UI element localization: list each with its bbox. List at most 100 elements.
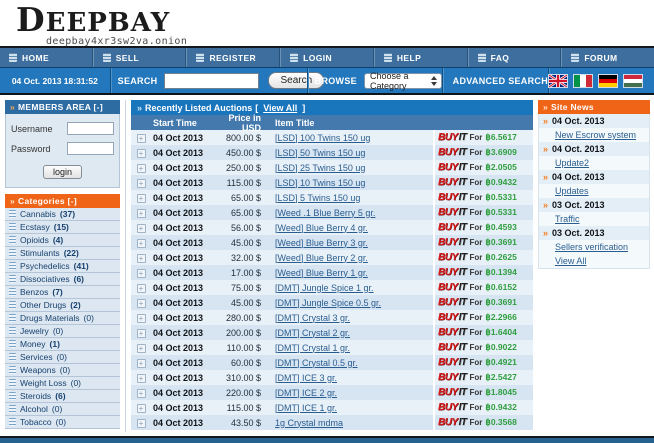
buy-it-button[interactable]: BUYIT (438, 342, 467, 353)
site-logo[interactable]: DEEPBAY (16, 0, 171, 39)
item-title-link[interactable]: [LSD] 50 Twins 150 ug (275, 147, 366, 158)
item-title-link[interactable]: [DMT] Crystal 3 gr. (275, 312, 351, 323)
expand-icon[interactable] (136, 133, 146, 143)
buy-it-button[interactable]: BUYIT (438, 357, 467, 368)
buy-it-button[interactable]: BUYIT (438, 417, 467, 428)
category-item[interactable]: Services (0) (5, 351, 120, 364)
item-title-link[interactable]: [DMT] Crystal 0.5 gr. (275, 357, 358, 368)
nav-item[interactable]: FORUM (561, 48, 654, 67)
expand-icon[interactable] (136, 418, 146, 428)
item-title-link[interactable]: [Weed] Blue Berry 1 gr. (275, 267, 368, 278)
item-title-link[interactable]: [DMT] Jungle Spice 1 gr. (275, 282, 374, 293)
news-link[interactable]: Updates (555, 186, 589, 196)
category-item[interactable]: Tobacco (0) (5, 416, 120, 429)
nav-item[interactable]: LOGIN (280, 48, 374, 67)
buy-it-button[interactable]: BUYIT (438, 312, 467, 323)
category-item[interactable]: Alcohol (0) (5, 403, 120, 416)
buy-it-button[interactable]: BUYIT (438, 207, 467, 218)
category-item[interactable]: Psychedelics (41) (5, 260, 120, 273)
buy-it-button[interactable]: BUYIT (438, 162, 467, 173)
expand-icon[interactable] (136, 193, 146, 203)
category-item[interactable]: Opioids (4) (5, 234, 120, 247)
item-title-link[interactable]: 1g Crystal mdma (275, 417, 344, 428)
password-input[interactable] (67, 142, 114, 155)
news-link[interactable]: Update2 (555, 158, 590, 168)
expand-icon[interactable] (136, 373, 146, 383)
nav-item[interactable]: SELL (92, 48, 187, 67)
buy-it-button[interactable]: BUYIT (438, 327, 467, 338)
news-link[interactable]: Traffic (555, 214, 580, 224)
category-item[interactable]: Jewelry (0) (5, 325, 120, 338)
expand-icon[interactable] (136, 358, 146, 368)
category-item[interactable]: Weight Loss (0) (5, 377, 120, 390)
news-link[interactable]: Sellers verification (555, 242, 629, 252)
item-title-link[interactable]: [Weed] Blue Berry 4 gr. (275, 222, 368, 233)
category-item[interactable]: Cannabis (37) (5, 208, 120, 221)
item-title-link[interactable]: [LSD] 10 Twins 150 ug (275, 177, 366, 188)
advanced-search-link[interactable]: ADVANCED SEARCH (452, 75, 548, 86)
buy-it-button[interactable]: BUYIT (438, 402, 467, 413)
username-input[interactable] (67, 122, 114, 135)
item-title-link[interactable]: [LSD] 100 Twins 150 ug (275, 132, 371, 143)
expand-icon[interactable] (136, 253, 146, 263)
item-title-link[interactable]: [DMT] ICE 2 gr. (275, 387, 338, 398)
expand-icon[interactable] (136, 388, 146, 398)
news-link[interactable]: New Escrow system (555, 130, 637, 140)
buy-it-button[interactable]: BUYIT (438, 237, 467, 248)
item-title-link[interactable]: [LSD] 5 Twins 150 ug (275, 192, 361, 203)
category-item[interactable]: Steroids (6) (5, 390, 120, 403)
item-title-link[interactable]: [DMT] ICE 1 gr. (275, 402, 338, 413)
expand-icon[interactable] (136, 343, 146, 353)
expand-icon[interactable] (136, 148, 146, 158)
search-input[interactable] (164, 72, 260, 89)
category-item[interactable]: Ecstasy (15) (5, 221, 120, 234)
category-item[interactable]: Dissociatives (6) (5, 273, 120, 286)
buy-it-button[interactable]: BUYIT (438, 222, 467, 233)
buy-it-button[interactable]: BUYIT (438, 372, 467, 383)
item-title-link[interactable]: [Weed] Blue Berry 3 gr. (275, 237, 368, 248)
item-title-link[interactable]: [DMT] ICE 3 gr. (275, 372, 338, 383)
item-title-link[interactable]: [DMT] Crystal 2 gr. (275, 327, 351, 338)
italy-flag-icon[interactable] (573, 73, 593, 88)
item-title-link[interactable]: [DMT] Jungle Spice 0.5 gr. (275, 297, 382, 308)
expand-icon[interactable] (136, 238, 146, 248)
expand-icon[interactable] (136, 163, 146, 173)
item-title-link[interactable]: [LSD] 25 Twins 150 ug (275, 162, 366, 173)
news-view-all-link[interactable]: View All (555, 256, 587, 266)
item-title-link[interactable]: [Weed .1 Blue Berry 5 gr. (275, 207, 376, 218)
buy-it-button[interactable]: BUYIT (438, 267, 467, 278)
category-item[interactable]: Drugs Materials (0) (5, 312, 120, 325)
item-title-link[interactable]: [DMT] Crystal 1 gr. (275, 342, 351, 353)
buy-it-button[interactable]: BUYIT (438, 252, 467, 263)
category-item[interactable]: Weapons (0) (5, 364, 120, 377)
view-all-link[interactable]: View All (263, 102, 298, 113)
expand-icon[interactable] (136, 223, 146, 233)
nav-item[interactable]: HOME (0, 48, 93, 67)
uk-flag-icon[interactable] (548, 73, 568, 88)
expand-icon[interactable] (136, 298, 146, 308)
expand-icon[interactable] (136, 403, 146, 413)
nav-item[interactable]: HELP (373, 48, 468, 67)
expand-icon[interactable] (136, 313, 146, 323)
hungary-flag-icon[interactable] (623, 73, 643, 88)
germany-flag-icon[interactable] (598, 73, 618, 88)
buy-it-button[interactable]: BUYIT (438, 177, 467, 188)
expand-icon[interactable] (136, 268, 146, 278)
buy-it-button[interactable]: BUYIT (438, 132, 467, 143)
buy-it-button[interactable]: BUYIT (438, 282, 467, 293)
search-button[interactable]: Search (268, 72, 325, 89)
nav-item[interactable]: REGISTER (186, 48, 281, 67)
item-title-link[interactable]: [Weed] Blue Berry 2 gr. (275, 252, 368, 263)
expand-icon[interactable] (136, 178, 146, 188)
expand-icon[interactable] (136, 283, 146, 293)
category-select[interactable]: Choose a Category (363, 71, 442, 91)
nav-item[interactable]: FAQ (467, 48, 562, 67)
buy-it-button[interactable]: BUYIT (438, 147, 467, 158)
expand-icon[interactable] (136, 328, 146, 338)
buy-it-button[interactable]: BUYIT (438, 297, 467, 308)
category-item[interactable]: Benzos (7) (5, 286, 120, 299)
category-item[interactable]: Other Drugs (2) (5, 299, 120, 312)
expand-icon[interactable] (136, 208, 146, 218)
buy-it-button[interactable]: BUYIT (438, 387, 467, 398)
login-button[interactable]: login (42, 165, 82, 179)
